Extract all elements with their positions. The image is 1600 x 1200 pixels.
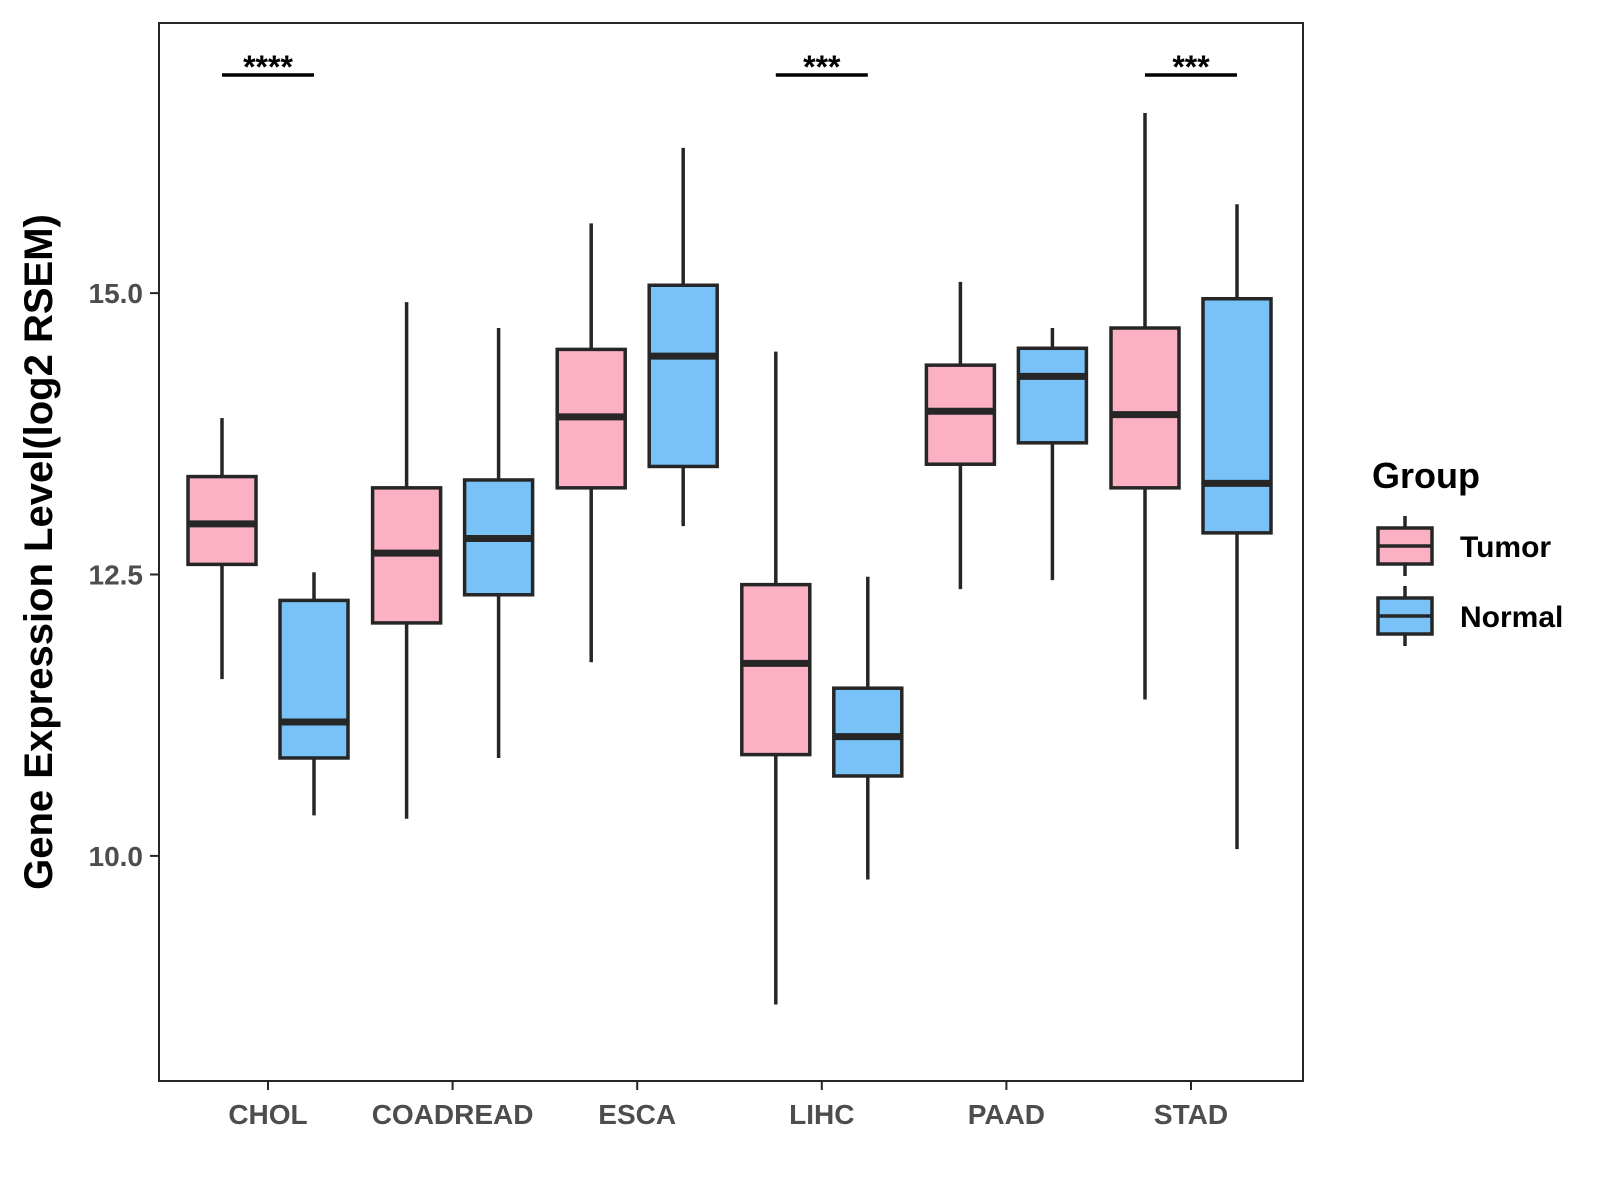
box-tumor-chol [186, 418, 258, 680]
iqr-box-normal-esca [647, 283, 719, 469]
box-normal-paad [1016, 328, 1089, 581]
x-tick-label: COADREAD [372, 1099, 534, 1130]
significance-label-chol: **** [243, 49, 293, 85]
legend-label-normal: Normal [1460, 601, 1563, 634]
x-tick-label: CHOL [228, 1099, 307, 1130]
iqr-box-normal-lihc [832, 686, 904, 778]
iqr-box-tumor-stad [1109, 326, 1181, 490]
plot-panel-border [158, 22, 1304, 1082]
box-normal-stad [1201, 204, 1273, 850]
y-axis-title: Gene Expression Level(log2 RSEM) [17, 214, 61, 890]
legend-key-tumor [1376, 516, 1434, 576]
y-tick-label: 10.0 [89, 841, 144, 872]
box-normal-lihc [832, 576, 904, 880]
y-tick-label: 15.0 [89, 278, 144, 309]
iqr-box-normal-stad [1201, 297, 1273, 535]
legend-title: Group [1372, 455, 1480, 496]
box-normal-coadread [462, 328, 535, 758]
legend-label-tumor: Tumor [1460, 531, 1551, 564]
x-tick-label: ESCA [598, 1099, 676, 1130]
iqr-box-tumor-lihc [740, 582, 812, 757]
box-tumor-stad [1109, 113, 1181, 700]
iqr-box-normal-paad [1016, 346, 1089, 445]
iqr-box-normal-chol [278, 598, 350, 760]
box-tumor-esca [555, 223, 627, 663]
significance-label-lihc: *** [803, 49, 841, 85]
y-tick-label: 12.5 [89, 560, 144, 591]
box-tumor-paad [924, 281, 997, 590]
significance-label-stad: *** [1172, 49, 1210, 85]
x-tick-label: STAD [1154, 1099, 1228, 1130]
x-tick-label: LIHC [789, 1099, 854, 1130]
x-tick-label: PAAD [968, 1099, 1045, 1130]
box-tumor-lihc [740, 351, 812, 1005]
box-normal-chol [278, 572, 350, 816]
legend-key-normal [1376, 586, 1434, 646]
box-tumor-coadread [370, 302, 443, 819]
box-normal-esca [647, 147, 719, 527]
